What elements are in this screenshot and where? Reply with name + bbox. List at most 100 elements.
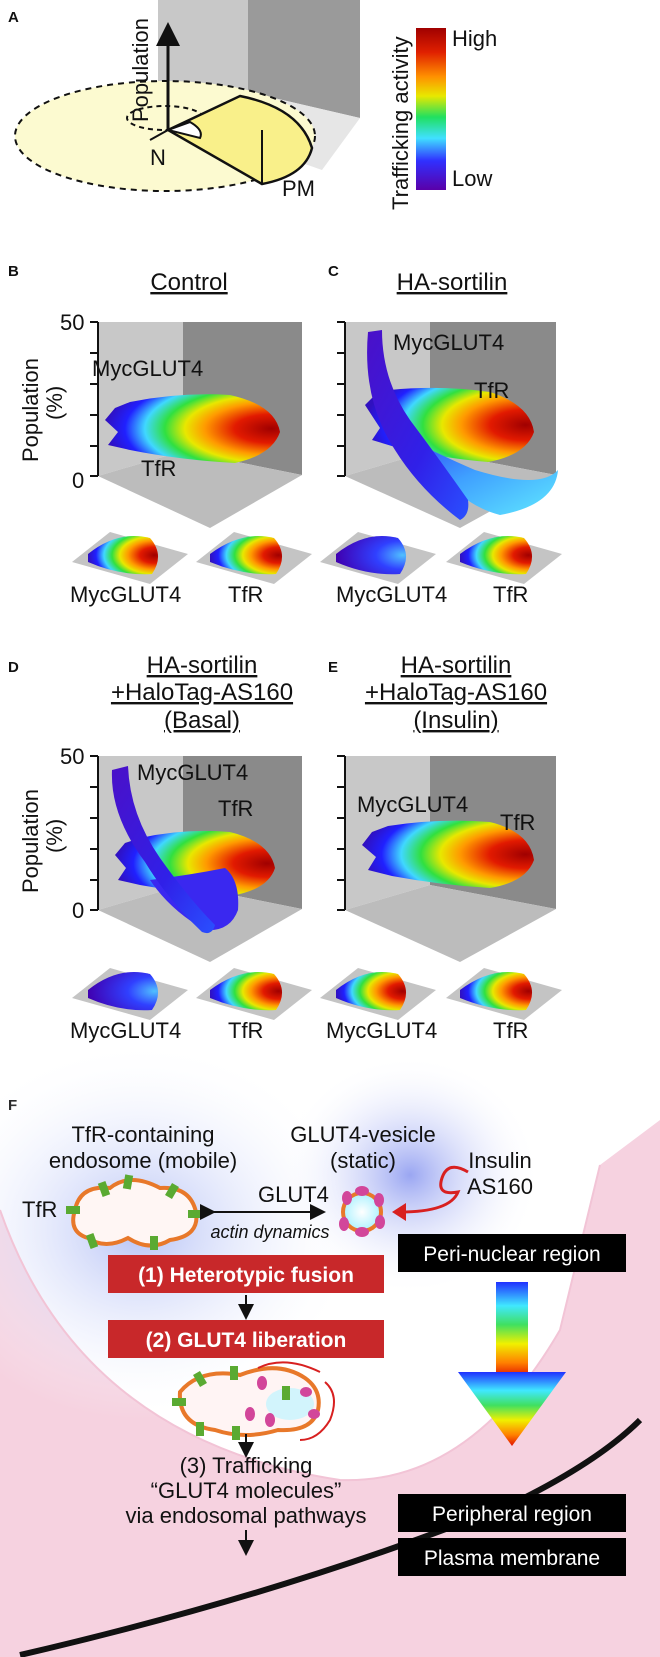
plasma-membrane-box: [398, 1538, 626, 1576]
b-ytick-0: 0: [72, 468, 84, 493]
e-ticks: [337, 755, 345, 911]
peripheral-box: [398, 1494, 626, 1532]
panel-d-title-1: HA-sortilin: [147, 652, 258, 679]
b-ytick-50: 50: [60, 310, 84, 335]
panel-a-letter: A: [8, 9, 19, 26]
peripheral-label: Peripheral region: [432, 1503, 592, 1526]
b-submap-left: [88, 536, 159, 575]
b-label-tfr: TfR: [141, 456, 176, 481]
insulin-arrowhead: [392, 1203, 406, 1221]
d-ytick-50: 50: [60, 744, 84, 769]
panel-d-title-3: (Basal): [164, 707, 240, 734]
b-sub-right-label: TfR: [228, 582, 263, 607]
e-floor: [345, 885, 556, 962]
tfr-endosome-line-1: TfR-containing: [71, 1122, 214, 1147]
d-submap-left: [88, 972, 159, 1011]
panel-e-letter: E: [328, 659, 338, 676]
panel-b-title: Control: [150, 269, 227, 296]
d-ylabel-2: (%): [42, 819, 67, 853]
c-sub-right-label: TfR: [493, 582, 528, 607]
c-sheet-blue: [367, 330, 469, 520]
b-label-glut4: MycGLUT4: [92, 356, 203, 381]
glut4-label: GLUT4: [258, 1182, 329, 1207]
d-label-tfr: TfR: [218, 796, 253, 821]
c-ticks: [337, 321, 345, 477]
d-submap-right: [210, 972, 283, 1011]
glut4-vesicle-line-2: (static): [330, 1148, 396, 1173]
panel-f: F TfR-containing endosome (mobile) GLUT4…: [0, 1040, 660, 1657]
d-sub-right-label: TfR: [228, 1018, 263, 1043]
b-surface: [105, 394, 280, 463]
panel-c-letter: C: [328, 263, 339, 280]
b-sub-left-label: MycGLUT4: [70, 582, 181, 607]
gradient-arrow-head: [458, 1372, 566, 1446]
step2-label: (2) GLUT4 liberation: [146, 1329, 347, 1352]
gradient-arrow-shaft: [496, 1282, 528, 1377]
step3-line-2: “GLUT4 molecules”: [151, 1478, 342, 1503]
d-ticks: [90, 755, 98, 911]
perinuclear-box: [398, 1234, 626, 1272]
panel-d: D HA-sortilin +HaloTag-AS160 (Basal) 50 …: [8, 652, 312, 1043]
e-label-glut4: MycGLUT4: [357, 792, 468, 817]
glut4-markers: [339, 1186, 385, 1237]
panel-e-title-1: HA-sortilin: [401, 652, 512, 679]
as160-label: AS160: [467, 1174, 533, 1199]
pm-label: PM: [282, 176, 315, 201]
colorbar-title: Trafficking activity: [388, 36, 413, 210]
nucleus-label: N: [150, 145, 166, 170]
n-axis-stub: [149, 129, 169, 141]
d-ylabel-1: Population: [18, 789, 43, 893]
sector-inner: [164, 120, 202, 140]
colorbar: [416, 28, 446, 190]
c-sub-left-label: MycGLUT4: [336, 582, 447, 607]
glut4-vesicle-line-1: GLUT4-vesicle: [290, 1122, 435, 1147]
step3-line-1: (3) Trafficking: [180, 1453, 313, 1478]
panel-e-title-3: (Insulin): [413, 707, 498, 734]
panel-c-title: HA-sortilin: [397, 269, 508, 296]
panel-d-title-2: +HaloTag-AS160: [111, 679, 293, 706]
c-submap-right: [460, 536, 533, 575]
step2-box: [108, 1320, 384, 1358]
d-sheet-blue: [111, 766, 215, 934]
e-sub-right-label: TfR: [493, 1018, 528, 1043]
population-label: Population: [128, 18, 153, 122]
insulin-label: Insulin: [468, 1148, 532, 1173]
sector-wedge: [165, 94, 314, 186]
d-label-glut4: MycGLUT4: [137, 760, 248, 785]
liberation-arrow-side: [299, 1381, 335, 1441]
perinuclear-label: Peri-nuclear region: [423, 1243, 600, 1266]
panel-c: C HA-sortilin MycGLUT4 TfR MycGLUT4 TfR: [320, 263, 562, 607]
b-ylabel-1: Population: [18, 358, 43, 462]
tfr-endosome-line-2: endosome (mobile): [49, 1148, 237, 1173]
e-submap-right: [460, 972, 533, 1011]
step1-label: (1) Heterotypic fusion: [138, 1264, 354, 1287]
insulin-arrow: [399, 1165, 469, 1214]
actin-dynamics-label: actin dynamics: [210, 1222, 329, 1242]
fused-tfr-markers: [172, 1366, 290, 1440]
e-surface: [362, 820, 534, 888]
plasma-membrane-label: Plasma membrane: [424, 1547, 600, 1570]
panel-e-title-2: +HaloTag-AS160: [365, 679, 547, 706]
liberation-arrow-top: [257, 1361, 321, 1373]
fused-glow: [266, 1388, 314, 1420]
b-floor: [98, 451, 302, 528]
tfr-label: TfR: [22, 1197, 57, 1222]
panel-d-letter: D: [8, 659, 19, 676]
d-ytick-0: 0: [72, 898, 84, 923]
d-sub-left-label: MycGLUT4: [70, 1018, 181, 1043]
colorbar-high: High: [452, 26, 497, 51]
fused-glut4-markers: [245, 1376, 320, 1427]
panel-a: A Population N PM Trafficking activity H…: [8, 0, 497, 210]
e-label-tfr: TfR: [500, 810, 535, 835]
b-ticks: [90, 321, 98, 477]
panel-e: E HA-sortilin +HaloTag-AS160 (Insulin) M…: [320, 652, 562, 1043]
c-label-glut4: MycGLUT4: [393, 330, 504, 355]
colorbar-low: Low: [452, 166, 492, 191]
e-sub-left-label: MycGLUT4: [326, 1018, 437, 1043]
back-wall-right: [248, 0, 360, 118]
back-wall-left: [158, 0, 248, 105]
panel-b-letter: B: [8, 263, 19, 280]
b-ylabel-2: (%): [42, 386, 67, 420]
step3-line-3: via endosomal pathways: [126, 1503, 367, 1528]
